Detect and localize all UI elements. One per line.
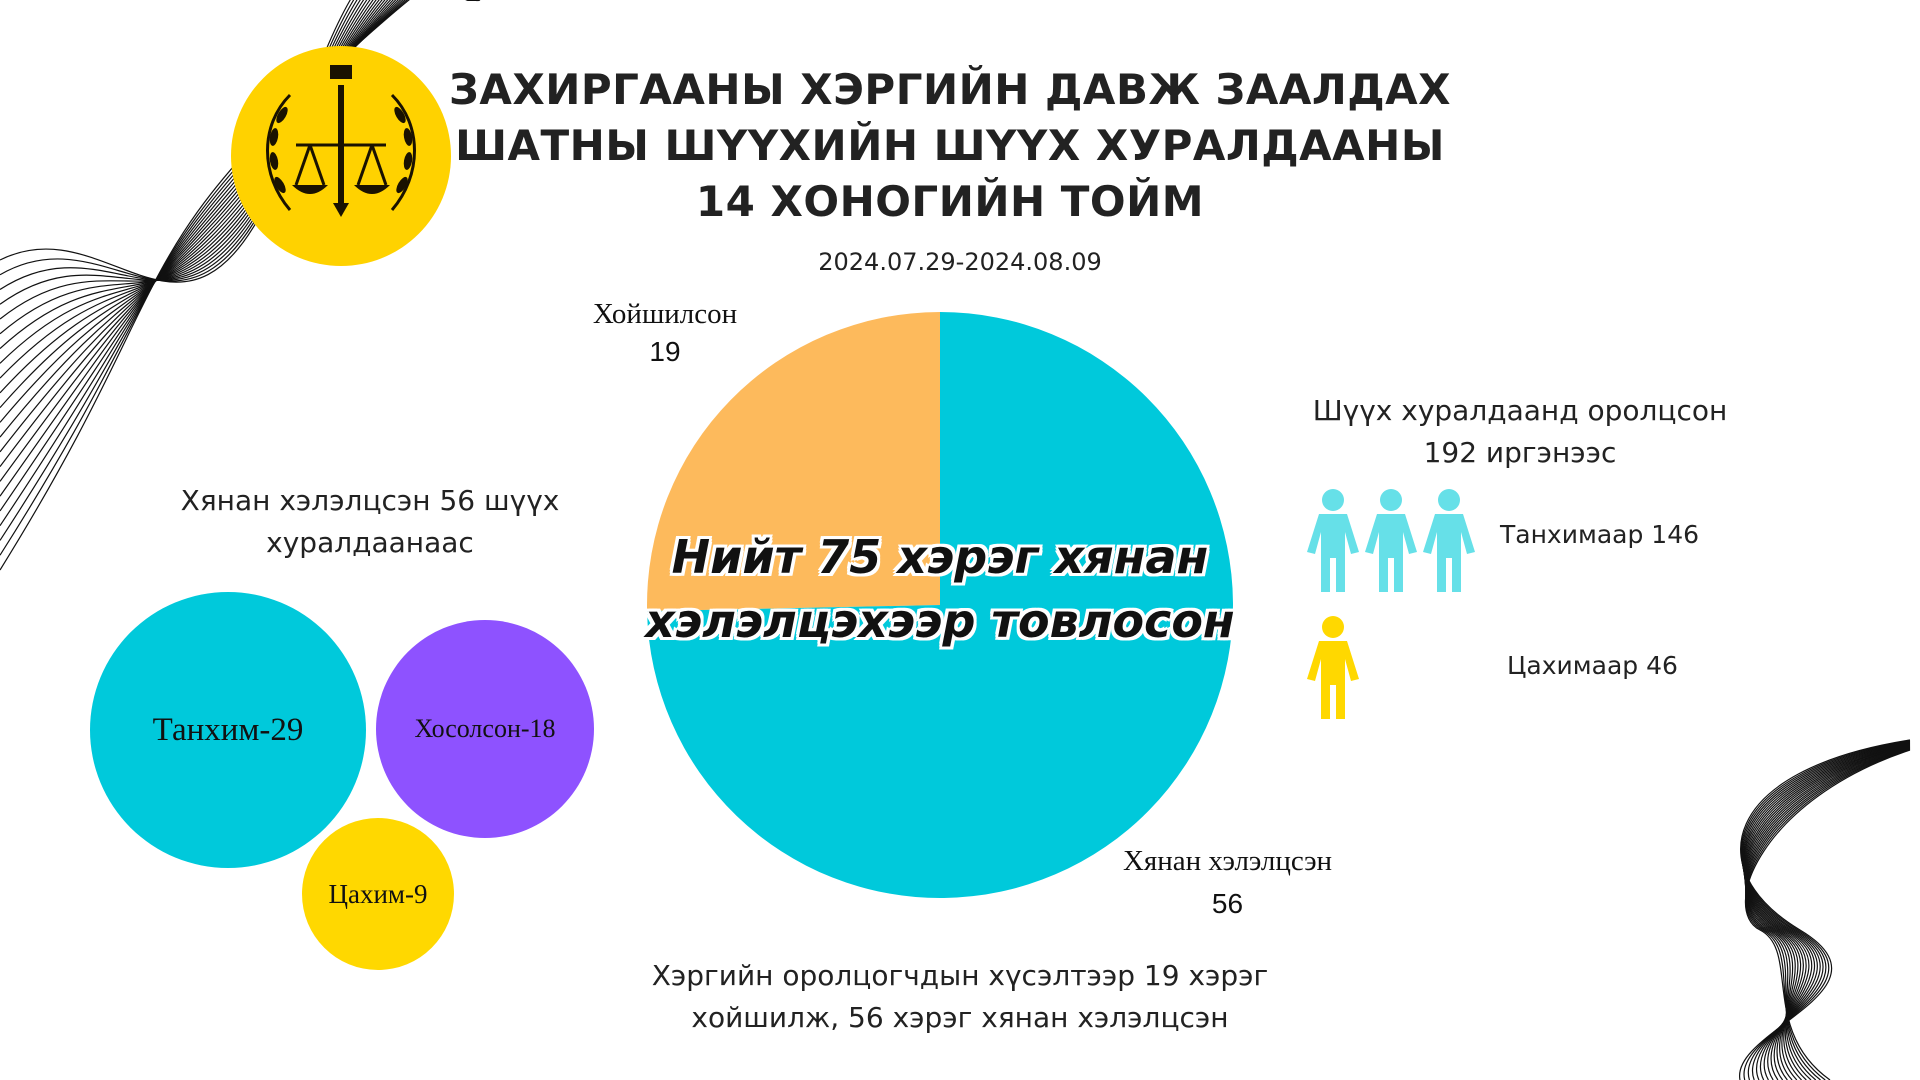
bubble-heading: Хянан хэлэлцсэн 56 шүүх хуралдаанаас xyxy=(120,480,620,564)
people-label-online: Цахимаар 46 xyxy=(1507,651,1678,680)
page-title: ЗАХИРГААНЫ ХЭРГИЙН ДАВЖ ЗААЛДАХ ШАТНЫ ШҮ… xyxy=(420,62,1480,230)
participants-heading-line-2: 192 иргэнээс xyxy=(1423,436,1617,469)
bubble-mixed: Хосолсон-18 xyxy=(376,620,594,838)
court-emblem-icon xyxy=(231,46,451,266)
pie-slice-postponed xyxy=(647,312,940,612)
title-line-3: 14 ХОНОГИЙН ТОЙМ xyxy=(695,177,1205,226)
pie-caption: Хэргийн оролцогчдын хүсэлтээр 19 хэрэг х… xyxy=(560,955,1360,1039)
bubble-heading-line-2: хуралдаанаас xyxy=(266,526,474,559)
bubble-hall-label: Танхим-29 xyxy=(152,711,304,748)
pie-caption-line-2: хойшилж, 56 хэрэг хянан хэлэлцсэн xyxy=(691,1001,1229,1034)
center-text-line-2: хэлэлцэхээр товлосон xyxy=(645,594,1235,648)
bubble-hall: Танхим-29 xyxy=(90,592,366,868)
bubble-online-label: Цахим-9 xyxy=(328,878,428,909)
pie-value-reviewed: 56 xyxy=(1211,888,1244,919)
person-icon xyxy=(1307,489,1359,592)
people-label-hall: Танхимаар 146 xyxy=(1500,520,1700,549)
bubble-heading-line-1: Хянан хэлэлцсэн 56 шүүх xyxy=(180,484,560,517)
participants-heading-line-1: Шүүх хуралдаанд оролцсон xyxy=(1312,394,1728,427)
participants-heading: Шүүх хуралдаанд оролцсон 192 иргэнээс xyxy=(1290,390,1750,474)
pie-center-text: Нийт 75 хэрэг хянан хэлэлцэхээр товлосон xyxy=(560,525,1320,653)
title-line-2: ШАТНЫ ШҮҮХИЙН ШҮҮХ ХУРАЛДААНЫ xyxy=(455,121,1445,170)
pie-label-postponed: Хойшилсон xyxy=(592,298,738,330)
title-line-1: ЗАХИРГААНЫ ХЭРГИЙН ДАВЖ ЗААЛДАХ xyxy=(448,65,1452,114)
pie-label-reviewed: Хянан хэлэлцсэн xyxy=(1122,845,1333,877)
people-group-online xyxy=(1305,615,1361,725)
people-group-hall xyxy=(1305,488,1477,598)
person-icon xyxy=(1423,489,1475,592)
bubble-mixed-label: Хосолсон-18 xyxy=(414,714,556,743)
date-range: 2024.07.29-2024.08.09 xyxy=(818,248,1102,276)
center-text-line-1: Нийт 75 хэрэг хянан xyxy=(671,530,1209,584)
person-icon xyxy=(1307,616,1359,719)
pie-slice-reviewed xyxy=(647,312,1233,898)
bubble-online: Цахим-9 xyxy=(302,818,454,970)
pie-caption-line-1: Хэргийн оролцогчдын хүсэлтээр 19 хэрэг xyxy=(651,959,1269,992)
pie-value-postponed: 19 xyxy=(649,336,681,367)
wave-lines-decoration-bottom-right xyxy=(1739,739,1911,1080)
person-icon xyxy=(1365,489,1417,592)
pie-chart xyxy=(647,312,1233,898)
